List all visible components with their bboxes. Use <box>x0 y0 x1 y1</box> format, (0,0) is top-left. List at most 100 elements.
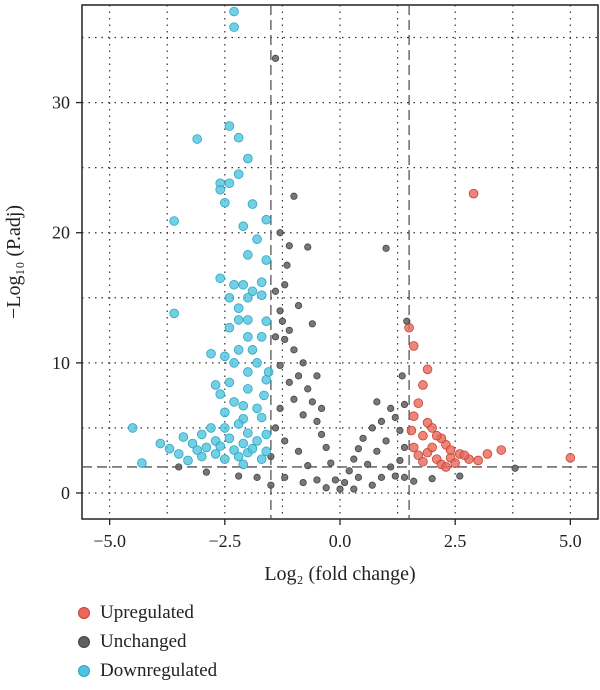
legend-label-upregulated: Upregulated <box>100 601 194 623</box>
point-downregulated <box>243 315 253 325</box>
point-unchanged <box>290 395 298 403</box>
point-unchanged <box>382 437 390 445</box>
point-downregulated <box>238 438 249 449</box>
point-unchanged <box>308 398 316 406</box>
point-downregulated <box>187 438 198 449</box>
point-unchanged <box>364 460 372 468</box>
point-downregulated <box>224 377 235 388</box>
point-unchanged <box>350 485 358 493</box>
point-downregulated <box>261 214 272 225</box>
point-unchanged <box>322 443 330 452</box>
x-tick-label: 5.0 <box>559 531 582 551</box>
point-unchanged <box>396 456 404 465</box>
point-unchanged <box>290 346 298 354</box>
y-axis-label: −Log₁₀ (P.adj) <box>3 205 25 319</box>
point-downregulated <box>220 407 230 418</box>
point-unchanged <box>398 372 406 380</box>
point-upregulated <box>459 450 470 461</box>
point-upregulated <box>413 450 424 461</box>
point-unchanged <box>313 417 321 426</box>
point-downregulated <box>220 351 230 362</box>
legend-marker-upregulated <box>78 606 90 619</box>
point-downregulated <box>201 442 212 453</box>
point-downregulated <box>229 358 239 368</box>
point-unchanged <box>294 447 303 455</box>
point-downregulated <box>173 449 184 459</box>
point-downregulated <box>229 22 239 32</box>
point-unchanged <box>281 437 289 445</box>
point-unchanged <box>285 326 293 334</box>
x-axis-label: Log₂ (fold change) <box>264 563 415 585</box>
point-unchanged <box>202 468 210 476</box>
point-unchanged <box>354 445 363 453</box>
point-downregulated <box>238 459 249 470</box>
point-downregulated <box>215 389 226 399</box>
point-downregulated <box>261 255 272 265</box>
point-upregulated <box>408 411 419 422</box>
point-downregulated <box>263 367 274 377</box>
point-downregulated <box>256 454 267 464</box>
legend-marker-unchanged <box>78 635 90 648</box>
point-downregulated <box>196 451 207 462</box>
point-unchanged <box>373 447 381 455</box>
point-downregulated <box>127 423 138 433</box>
point-downregulated <box>243 153 253 164</box>
point-unchanged <box>322 484 330 492</box>
point-downregulated <box>243 332 253 342</box>
point-unchanged <box>276 307 284 315</box>
point-unchanged <box>428 475 436 483</box>
point-unchanged <box>299 411 307 419</box>
point-downregulated <box>252 234 262 245</box>
point-downregulated <box>155 438 166 449</box>
grid-lines <box>82 5 598 519</box>
point-downregulated <box>233 132 244 143</box>
point-downregulated <box>206 423 216 433</box>
legend-item-unchanged: Unchanged <box>78 627 217 656</box>
point-unchanged <box>317 404 326 412</box>
point-downregulated <box>256 290 267 300</box>
point-unchanged <box>313 476 321 484</box>
point-upregulated <box>408 442 419 453</box>
point-upregulated <box>422 417 433 428</box>
point-downregulated <box>238 221 249 232</box>
point-downregulated <box>247 345 258 355</box>
point-unchanged <box>271 287 280 295</box>
point-unchanged <box>456 472 464 480</box>
point-upregulated <box>418 380 428 390</box>
point-unchanged <box>308 320 316 328</box>
point-upregulated <box>418 456 428 467</box>
point-unchanged <box>304 385 312 393</box>
point-downregulated <box>238 279 249 290</box>
point-downregulated <box>224 322 235 333</box>
point-upregulated <box>482 449 493 459</box>
point-downregulated <box>247 443 258 454</box>
point-unchanged <box>400 473 409 481</box>
point-upregulated <box>450 458 460 468</box>
point-downregulated <box>192 134 202 144</box>
point-downregulated <box>261 316 272 327</box>
point-downregulated <box>247 286 258 297</box>
point-upregulated <box>468 188 479 199</box>
point-upregulated <box>406 425 417 436</box>
point-upregulated <box>473 455 484 466</box>
point-unchanged <box>285 242 293 250</box>
point-unchanged <box>304 462 312 470</box>
point-unchanged <box>382 244 390 252</box>
point-upregulated <box>496 445 507 455</box>
y-tick-label: 30 <box>52 93 70 113</box>
point-unchanged <box>391 413 399 422</box>
point-unchanged <box>313 372 321 380</box>
point-downregulated <box>243 292 253 303</box>
point-unchanged <box>281 335 289 344</box>
point-unchanged <box>235 472 243 480</box>
point-unchanged <box>283 261 291 269</box>
point-downregulated <box>243 384 253 394</box>
point-unchanged <box>403 317 411 325</box>
point-unchanged <box>327 459 335 467</box>
point-downregulated <box>196 429 207 440</box>
point-downregulated <box>256 277 267 287</box>
point-downregulated <box>224 292 235 303</box>
legend-marker-downregulated <box>78 664 90 677</box>
point-downregulated <box>229 397 239 407</box>
point-downregulated <box>215 184 226 195</box>
